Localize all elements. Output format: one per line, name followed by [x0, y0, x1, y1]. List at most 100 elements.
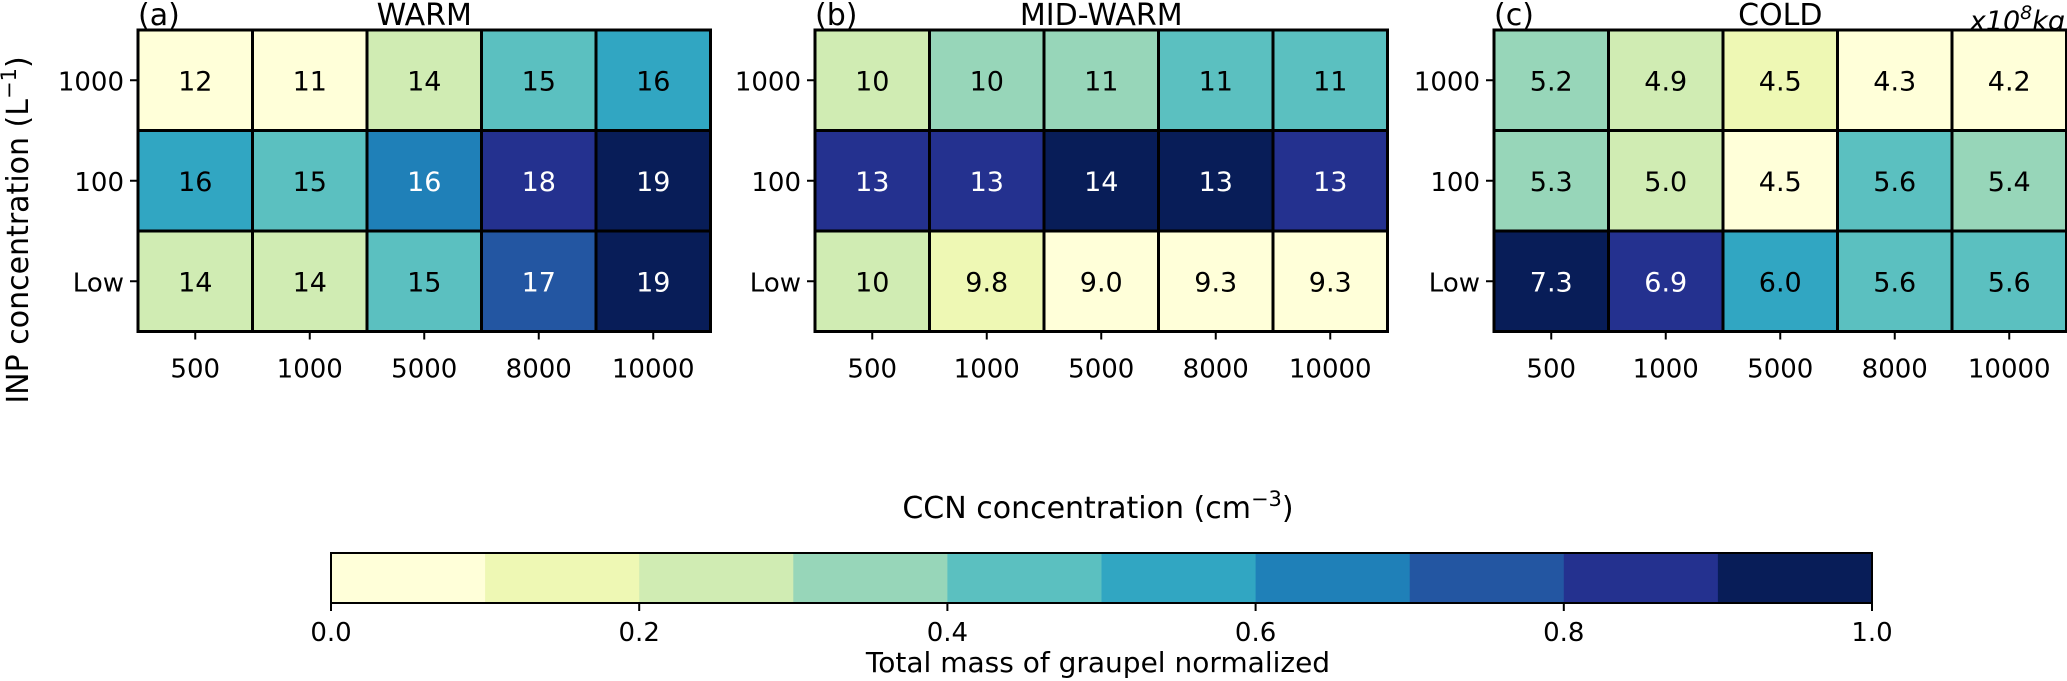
heatmap-cell [813, 28, 931, 132]
y-tick-label: Low [1429, 268, 1480, 298]
colorbar-tick-label: 0.6 [1235, 618, 1276, 648]
unit-note-exponent: 8 [2020, 2, 2032, 24]
colorbar-tick-label: 0.4 [927, 618, 968, 648]
x-tick-label: 5000 [391, 355, 457, 385]
cell-value-label: 13 [1199, 167, 1233, 198]
colorbar: 0.0 0.2 0.4 0.6 0.8 1.0 [310, 552, 1893, 648]
heatmap-cell [365, 129, 483, 233]
cell-value-label: 10 [970, 66, 1004, 97]
cell-value-label: 9.0 [1080, 267, 1123, 298]
x-tick-label: 1000 [954, 355, 1020, 385]
x-tick-label: 500 [1526, 355, 1576, 385]
y-tick-label: 1000 [735, 67, 801, 97]
colorbar-tick-label: 1.0 [1851, 618, 1892, 648]
cell-value-label: 14 [1084, 167, 1118, 198]
y-tick-label: 1000 [58, 67, 124, 97]
cell-value-label: 5.2 [1530, 66, 1573, 97]
x-tick-label: 8000 [506, 355, 572, 385]
heatmap-panels: 12 11 14 15 16 16 15 16 18 19 14 14 15 17 19 1000 100 Low… [58, 0, 2067, 385]
y-tick-label: Low [73, 268, 124, 298]
panel-label: (a) [138, 0, 180, 33]
y-axis-label-exponent: −1 [0, 68, 21, 99]
panel-title: COLD [1738, 0, 1822, 33]
cell-value-label: 17 [522, 267, 556, 298]
cell-value-label: 4.9 [1644, 66, 1687, 97]
cell-value-label: 6.0 [1759, 267, 1802, 298]
cell-value-label: 5.0 [1644, 167, 1687, 198]
x-tick-label: 10000 [1968, 355, 2051, 385]
cell-value-label: 5.6 [1988, 267, 2031, 298]
x-tick-label: 8000 [1862, 355, 1928, 385]
cell-value-label: 4.2 [1988, 66, 2031, 97]
cell-value-label: 11 [1313, 66, 1347, 97]
cell-value-label: 19 [636, 167, 670, 198]
colorbar-bin [1717, 553, 1873, 603]
y-tick-label: 100 [751, 168, 801, 198]
cell-value-label: 16 [636, 66, 670, 97]
heatmap-cell [1271, 129, 1389, 233]
x-axis-label-exponent: −3 [1251, 487, 1282, 511]
colorbar-tick-label: 0.8 [1543, 618, 1584, 648]
cell-value-label: 14 [293, 267, 327, 298]
colorbar-bin [1563, 553, 1719, 603]
y-axis-label-close: ) [1, 56, 36, 68]
panel-cold: 5.2 4.9 4.5 4.3 4.2 5.3 5.0 4.5 5.6 5.4 7.3 6.9 6.0 5… [1414, 0, 2067, 385]
cell-value-label: 5.6 [1873, 167, 1916, 198]
colorbar-bin [485, 553, 640, 603]
colorbar-bin [947, 553, 1103, 603]
y-tick-label: 1000 [1414, 67, 1480, 97]
heatmap-cell [1492, 229, 1610, 333]
heatmap-cell [1157, 28, 1275, 132]
colorbar-bin [639, 553, 794, 603]
x-tick-label: 500 [847, 355, 897, 385]
panel-mid-warm: 10 10 11 11 11 13 13 14 13 13 10 9.8 9.0 9.3 9.3 1000 10… [735, 0, 1389, 385]
colorbar-bin [331, 553, 486, 603]
cell-value-label: 11 [1084, 66, 1118, 97]
cell-value-label: 13 [970, 167, 1004, 198]
colorbar-bin [1101, 553, 1257, 603]
cell-value-label: 15 [293, 167, 327, 198]
y-tick-label: Low [750, 268, 801, 298]
cell-value-label: 11 [1199, 66, 1233, 97]
cell-value-label: 5.3 [1530, 167, 1573, 198]
x-tick-label: 5000 [1747, 355, 1813, 385]
cell-value-label: 15 [407, 267, 441, 298]
cell-value-label: 14 [178, 267, 212, 298]
x-tick-label: 1000 [277, 355, 343, 385]
cell-value-label: 4.5 [1759, 66, 1802, 97]
heatmap-cell [813, 129, 931, 233]
cell-value-label: 10 [855, 66, 889, 97]
x-tick-label: 10000 [1289, 355, 1372, 385]
heatmap-cell [1607, 229, 1725, 333]
x-axis-label: CCN concentration (cm−3) [902, 487, 1293, 526]
cell-value-label: 18 [522, 167, 556, 198]
cell-value-label: 9.3 [1309, 267, 1352, 298]
colorbar-bin [1409, 553, 1565, 603]
cell-value-label: 16 [407, 167, 441, 198]
heatmap-cell [1157, 129, 1275, 233]
cell-value-label: 12 [178, 66, 212, 97]
cell-value-label: 9.8 [965, 267, 1008, 298]
x-tick-label: 1000 [1633, 355, 1699, 385]
x-tick-label: 500 [170, 355, 220, 385]
cell-value-label: 10 [855, 267, 889, 298]
y-tick-label: 100 [1430, 168, 1480, 198]
cell-value-label: 9.3 [1194, 267, 1237, 298]
cell-value-label: 13 [1313, 167, 1347, 198]
x-tick-label: 5000 [1068, 355, 1134, 385]
cell-value-label: 15 [522, 66, 556, 97]
cell-value-label: 5.4 [1988, 167, 2031, 198]
colorbar-bin [1255, 553, 1411, 603]
panel-label: (b) [815, 0, 857, 33]
colorbar-label: Total mass of graupel normalized [865, 646, 1330, 679]
heatmap-cell [594, 129, 712, 233]
panel-label: (c) [1494, 0, 1534, 33]
cell-value-label: 7.3 [1530, 267, 1573, 298]
panel-title: MID-WARM [1020, 0, 1183, 33]
cell-value-label: 4.5 [1759, 167, 1802, 198]
cell-value-label: 14 [407, 66, 441, 97]
cell-value-label: 6.9 [1644, 267, 1687, 298]
cell-value-label: 19 [636, 267, 670, 298]
y-tick-label: 100 [74, 168, 124, 198]
